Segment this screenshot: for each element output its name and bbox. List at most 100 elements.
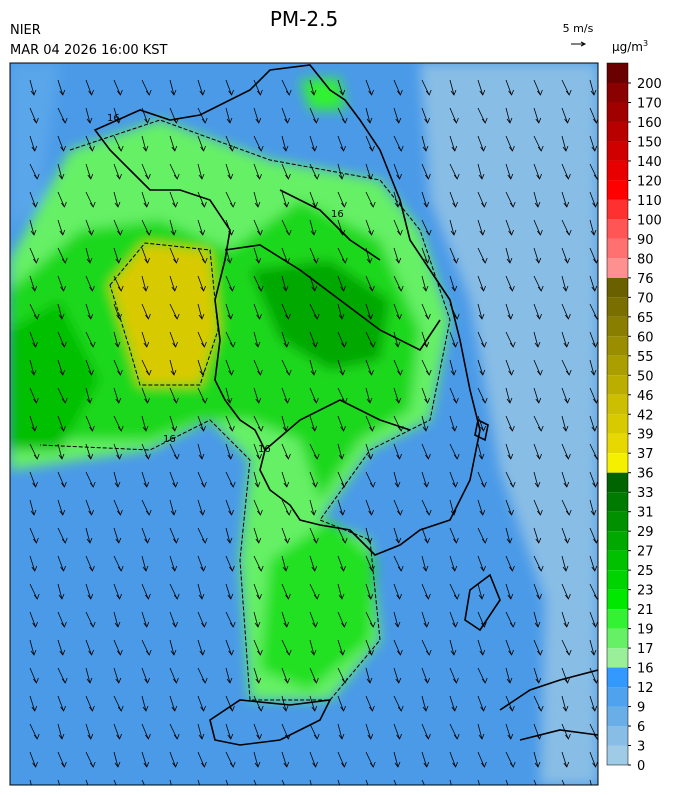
wind-arrow: [337, 751, 347, 768]
wind-arrow: [365, 639, 374, 656]
wind-arrow: [253, 247, 262, 264]
wind-arrow: [309, 107, 319, 124]
colorbar-tick-label: 12: [637, 681, 654, 696]
wind-vectors: [29, 79, 598, 785]
unit-text: μg/m: [612, 40, 643, 54]
wind-arrow: [477, 471, 487, 488]
wind-arrow: [85, 275, 95, 292]
wind-arrow: [113, 443, 122, 460]
wind-arrow: [253, 331, 261, 348]
colorbar-tick-label: 25: [637, 564, 654, 579]
wind-arrow: [225, 695, 235, 712]
wind-arrow: [365, 107, 373, 124]
wind-arrow: [589, 779, 592, 785]
colorbar-segment: [607, 336, 628, 356]
wind-arrow: [393, 191, 401, 208]
wind-arrow: [253, 723, 262, 740]
wind-arrow: [337, 695, 346, 712]
wind-arrow: [477, 191, 487, 208]
wind-arrow: [533, 415, 544, 432]
wind-arrow: [533, 527, 542, 544]
wind-arrow: [365, 135, 375, 152]
wind-arrow: [337, 723, 345, 740]
wind-arrow: [505, 247, 513, 264]
unit: μg/m3: [612, 39, 648, 54]
colorbar-tick-label: 65: [637, 311, 654, 326]
wind-arrow: [57, 107, 68, 124]
wind-arrow: [589, 415, 598, 432]
wind-arrow: [477, 527, 488, 544]
wind-arrow: [85, 163, 94, 180]
colorbar-segment: [607, 83, 628, 103]
colorbar-segment: [607, 63, 628, 83]
wind-arrow: [337, 359, 346, 376]
wind-arrow: [561, 191, 570, 208]
wind-arrow: [561, 583, 571, 600]
wind-arrow: [309, 723, 320, 740]
wind-arrow: [225, 275, 235, 292]
wind-arrow: [533, 135, 544, 152]
wind-arrow: [29, 303, 40, 320]
wind-arrow: [85, 247, 93, 264]
wind-arrow: [477, 219, 486, 236]
wind-arrow: [477, 611, 487, 628]
wind-arrow: [533, 163, 542, 180]
colorbar-tick-label: 9: [637, 701, 645, 716]
wind-arrow: [281, 667, 290, 684]
wind-arrow: [533, 303, 542, 320]
wind-arrow: [365, 191, 376, 208]
wind-arrow: [225, 303, 234, 320]
colorbar-segment: [607, 511, 628, 532]
wind-arrow: [365, 443, 374, 460]
wind-arrow: [141, 695, 149, 712]
wind-arrow: [253, 359, 263, 376]
wind-arrow: [197, 359, 206, 376]
wind-arrow: [197, 303, 205, 320]
wind-arrow: [113, 555, 124, 572]
wind-arrow: [225, 163, 234, 180]
wind-arrow: [281, 499, 292, 516]
wind-arrow: [309, 695, 318, 712]
wind-arrow: [561, 415, 569, 432]
wind-arrow: [309, 639, 317, 656]
wind-arrow: [365, 723, 374, 740]
wind-arrow: [421, 779, 425, 785]
wind-arrow: [421, 359, 432, 376]
wind-arrow: [393, 751, 401, 768]
wind-arrow: [561, 555, 569, 572]
wind-arrow: [281, 611, 290, 628]
wind-arrow: [169, 611, 178, 628]
wind-arrow: [85, 387, 93, 404]
wind-arrow: [309, 387, 319, 404]
contour-labels: 16 16 16 16: [107, 113, 344, 455]
colorbar-segment: [607, 570, 628, 590]
wind-arrow: [281, 79, 292, 96]
wind-arrow: [309, 79, 317, 96]
wind-arrow: [533, 219, 543, 236]
colorbar-tick-label: 160: [637, 116, 662, 131]
wind-arrow: [29, 611, 38, 628]
wind-arrow: [421, 611, 430, 628]
wind-arrow: [197, 751, 207, 768]
wind-arrow: [197, 499, 206, 516]
wind-arrow: [85, 135, 95, 152]
wind-arrow: [281, 695, 289, 712]
wind-arrow: [225, 611, 236, 628]
wind-arrow: [113, 667, 122, 684]
wind-arrow: [113, 247, 122, 264]
wind-arrow: [29, 471, 38, 488]
wind-arrow: [253, 135, 264, 152]
colorbar-segment: [607, 297, 628, 317]
colorbar-segment: [607, 453, 628, 473]
wind-arrow: [561, 163, 571, 180]
wind-arrow: [309, 275, 318, 292]
wind-arrow: [337, 163, 345, 180]
wind-arrow: [197, 247, 208, 264]
wind-arrow: [281, 275, 289, 292]
contour-label: 16: [331, 209, 344, 220]
wind-arrow: [449, 219, 457, 236]
wind-arrow: [505, 779, 509, 785]
wind-arrow: [253, 555, 264, 572]
colorbar-tick-label: 37: [637, 447, 654, 462]
